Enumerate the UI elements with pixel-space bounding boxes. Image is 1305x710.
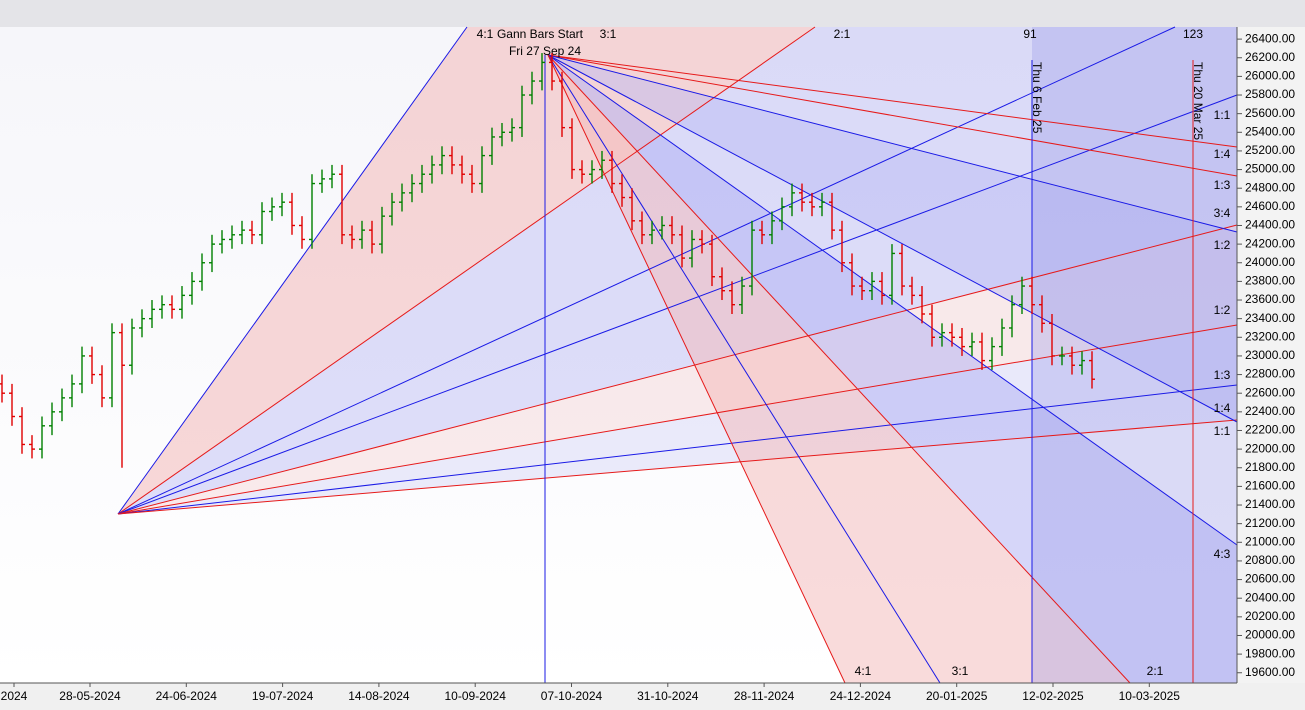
annotation: 123 xyxy=(1183,27,1203,41)
x-tick-label: 20-01-2025 xyxy=(926,689,988,703)
angle-label: 2:1 xyxy=(1147,664,1164,678)
y-tick-label: 25000.00 xyxy=(1245,162,1295,176)
y-tick-label: 25400.00 xyxy=(1245,124,1295,138)
top-band xyxy=(0,0,1305,27)
x-tick-label: 24-12-2024 xyxy=(830,689,892,703)
x-tick-label: 31-10-2024 xyxy=(637,689,699,703)
gann-line xyxy=(117,224,1238,515)
y-tick-label: 21600.00 xyxy=(1245,479,1295,493)
y-tick-label: 20400.00 xyxy=(1245,590,1295,604)
annotation: Fri 27 Sep 24 xyxy=(509,44,581,58)
angle-label: 1:4 xyxy=(1214,147,1231,161)
annotation: 3:1 xyxy=(600,27,617,41)
gann-line xyxy=(547,54,1238,233)
gann-line xyxy=(117,419,1238,515)
angle-label: 1:1 xyxy=(1214,108,1231,122)
angle-label: 1:3 xyxy=(1214,178,1231,192)
gann-line xyxy=(547,54,1131,684)
x-tick-label: 07-10-2024 xyxy=(541,689,603,703)
angle-label: 1:1 xyxy=(1214,424,1231,438)
fan-shade xyxy=(548,55,1237,683)
x-tick-label: 2024 xyxy=(1,689,28,703)
gann-line xyxy=(547,54,846,684)
y-tick-label: 22200.00 xyxy=(1245,423,1295,437)
y-tick-label: 25600.00 xyxy=(1245,106,1295,120)
y-tick-label: 24800.00 xyxy=(1245,180,1295,194)
gann-line xyxy=(117,26,468,515)
y-tick-label: 20800.00 xyxy=(1245,553,1295,567)
gann-line xyxy=(547,54,1238,423)
gann-line xyxy=(117,384,1238,515)
x-tick-label: 14-08-2024 xyxy=(348,689,410,703)
y-tick-label: 22000.00 xyxy=(1245,441,1295,455)
x-tick-label: 28-05-2024 xyxy=(59,689,121,703)
y-tick-label: 24200.00 xyxy=(1245,236,1295,250)
gann-line xyxy=(117,26,1176,515)
y-tick-label: 19800.00 xyxy=(1245,646,1295,660)
y-tick-label: 22800.00 xyxy=(1245,367,1295,381)
gann-overlay xyxy=(117,26,1238,684)
y-tick-label: 21000.00 xyxy=(1245,534,1295,548)
y-tick-label: 22400.00 xyxy=(1245,404,1295,418)
annotation: Gann Bars Start xyxy=(497,27,584,41)
y-tick-label: 21800.00 xyxy=(1245,460,1295,474)
x-tick-label: 10-03-2025 xyxy=(1119,689,1181,703)
angle-label: 1:2 xyxy=(1214,303,1231,317)
y-tick-label: 26200.00 xyxy=(1245,50,1295,64)
y-tick-label: 20000.00 xyxy=(1245,628,1295,642)
y-tick-label: 22600.00 xyxy=(1245,385,1295,399)
gann-line xyxy=(117,26,816,515)
angle-label: 1:4 xyxy=(1214,401,1231,415)
annotation: 4:1 xyxy=(477,27,494,41)
y-tick-label: 23600.00 xyxy=(1245,292,1295,306)
gann-line xyxy=(117,94,1238,515)
y-tick-label: 23200.00 xyxy=(1245,329,1295,343)
y-tick-label: 24600.00 xyxy=(1245,199,1295,213)
angle-label: 1:2 xyxy=(1214,238,1231,252)
date-marker-label: Thu 6 Feb 25 xyxy=(1030,62,1044,134)
gann-line xyxy=(547,54,941,684)
y-tick-label: 20600.00 xyxy=(1245,572,1295,586)
angle-label: 4:3 xyxy=(1214,547,1231,561)
angle-label: 3:1 xyxy=(952,664,969,678)
time-shade xyxy=(1032,27,1237,683)
y-tick-label: 21400.00 xyxy=(1245,497,1295,511)
y-tick-label: 26400.00 xyxy=(1245,31,1295,45)
y-tick-label: 19600.00 xyxy=(1245,665,1295,679)
annotation: 91 xyxy=(1023,27,1037,41)
gann-line xyxy=(547,54,1238,177)
y-axis-area xyxy=(1237,27,1305,683)
x-tick-label: 19-07-2024 xyxy=(252,689,314,703)
x-tick-label: 12-02-2025 xyxy=(1022,689,1084,703)
angle-label: 4:1 xyxy=(855,664,872,678)
date-marker-label: Thu 20 Mar 25 xyxy=(1191,62,1205,140)
y-tick-label: 25800.00 xyxy=(1245,87,1295,101)
x-tick-label: 24-06-2024 xyxy=(156,689,218,703)
y-tick-label: 24000.00 xyxy=(1245,255,1295,269)
y-tick-label: 24400.00 xyxy=(1245,218,1295,232)
y-tick-label: 23800.00 xyxy=(1245,274,1295,288)
annotation: 2:1 xyxy=(834,27,851,41)
y-tick-label: 25200.00 xyxy=(1245,143,1295,157)
y-tick-label: 23400.00 xyxy=(1245,311,1295,325)
y-tick-label: 21200.00 xyxy=(1245,516,1295,530)
y-tick-label: 20200.00 xyxy=(1245,609,1295,623)
angle-label: 1:3 xyxy=(1214,368,1231,382)
angle-label: 3:4 xyxy=(1214,206,1231,220)
x-tick-label: 28-11-2024 xyxy=(734,689,795,703)
y-tick-label: 23000.00 xyxy=(1245,348,1295,362)
x-tick-label: 10-09-2024 xyxy=(445,689,507,703)
price-bars xyxy=(0,53,1095,468)
gann-line xyxy=(117,324,1238,515)
gann-line xyxy=(547,54,1238,148)
y-tick-label: 26000.00 xyxy=(1245,69,1295,83)
